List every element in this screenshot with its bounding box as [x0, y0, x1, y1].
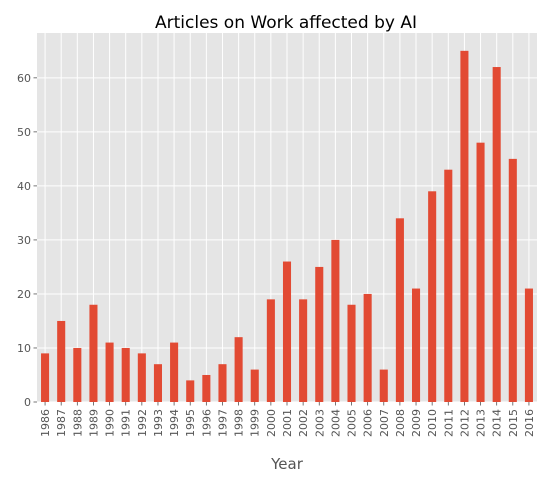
x-tick-label: 1990	[104, 409, 117, 437]
x-tick-label: 1992	[136, 409, 149, 437]
x-tick-label: 2012	[458, 409, 471, 437]
x-tick-label: 1997	[216, 409, 229, 437]
y-tick-label: 30	[17, 234, 31, 247]
bar-1994	[170, 342, 179, 402]
bar-2011	[444, 169, 453, 402]
bar-1989	[89, 304, 98, 402]
x-tick-label: 2013	[475, 409, 488, 437]
x-tick-label: 1996	[200, 409, 213, 437]
bar-2010	[428, 191, 437, 402]
x-tick-label: 1991	[120, 409, 133, 437]
x-tick-label: 1998	[233, 409, 246, 437]
bar-1992	[137, 353, 146, 402]
x-tick-label: 2004	[329, 409, 342, 437]
bar-1995	[186, 380, 195, 402]
bar-2014	[492, 67, 501, 402]
x-tick-label: 1993	[152, 409, 165, 437]
x-axis-ticks: 1986 1987 1988 1989 1990 1991 1992 1993 1994 1995…	[39, 402, 536, 437]
bar-2008	[395, 218, 404, 402]
x-tick-label: 2006	[362, 409, 375, 437]
x-tick-label: 2007	[378, 409, 391, 437]
x-tick-label: 2008	[394, 409, 407, 437]
bar-2003	[315, 266, 324, 402]
y-tick-label: 20	[17, 288, 31, 301]
x-tick-label: 2002	[297, 409, 310, 437]
bar-2009	[412, 288, 421, 402]
bar-1997	[218, 364, 227, 402]
y-tick-label: 60	[17, 72, 31, 85]
x-tick-label: 1995	[184, 409, 197, 437]
x-tick-label: 1986	[39, 409, 52, 437]
bar-2002	[299, 299, 308, 402]
x-tick-label: 2009	[410, 409, 423, 437]
x-tick-label: 2000	[265, 409, 278, 437]
x-tick-label: 2015	[507, 409, 520, 437]
bar-1993	[153, 364, 162, 402]
x-tick-label: 2016	[523, 409, 536, 437]
bar-2004	[331, 239, 340, 402]
bar-2015	[508, 158, 517, 402]
bar-2000	[266, 299, 275, 402]
bar-1988	[73, 347, 82, 402]
bar-1998	[234, 337, 243, 402]
bar-2005	[347, 304, 356, 402]
bar-2016	[524, 288, 533, 402]
bar-1999	[250, 369, 259, 402]
x-axis-label: Year	[270, 455, 304, 473]
x-tick-label: 2014	[491, 409, 504, 437]
x-tick-label: 1988	[71, 409, 84, 437]
y-tick-label: 40	[17, 180, 31, 193]
bar-2012	[460, 50, 469, 402]
y-tick-label: 50	[17, 126, 31, 139]
y-tick-label: 10	[17, 342, 31, 355]
chart-title: Articles on Work affected by AI	[155, 13, 417, 33]
bars-group	[41, 50, 533, 402]
x-tick-label: 1994	[168, 409, 181, 437]
x-tick-label: 2005	[346, 409, 359, 437]
bar-1991	[121, 347, 130, 402]
x-tick-label: 2003	[313, 409, 326, 437]
x-tick-label: 2010	[426, 409, 439, 437]
x-tick-label: 2001	[281, 409, 294, 437]
bar-1987	[57, 320, 66, 402]
bar-1990	[105, 342, 114, 402]
bar-1986	[41, 353, 50, 402]
bar-2006	[363, 293, 372, 402]
bar-2013	[476, 142, 485, 402]
y-tick-label: 0	[24, 396, 31, 409]
bar-2007	[379, 369, 388, 402]
x-tick-label: 1999	[249, 409, 262, 437]
x-tick-label: 1987	[55, 409, 68, 437]
y-axis-ticks: 0 10 20 30 40 50 60	[17, 72, 37, 409]
bar-2001	[282, 261, 292, 402]
x-tick-label: 2011	[442, 409, 455, 437]
bar-1996	[202, 374, 211, 402]
x-tick-label: 1989	[87, 409, 100, 437]
